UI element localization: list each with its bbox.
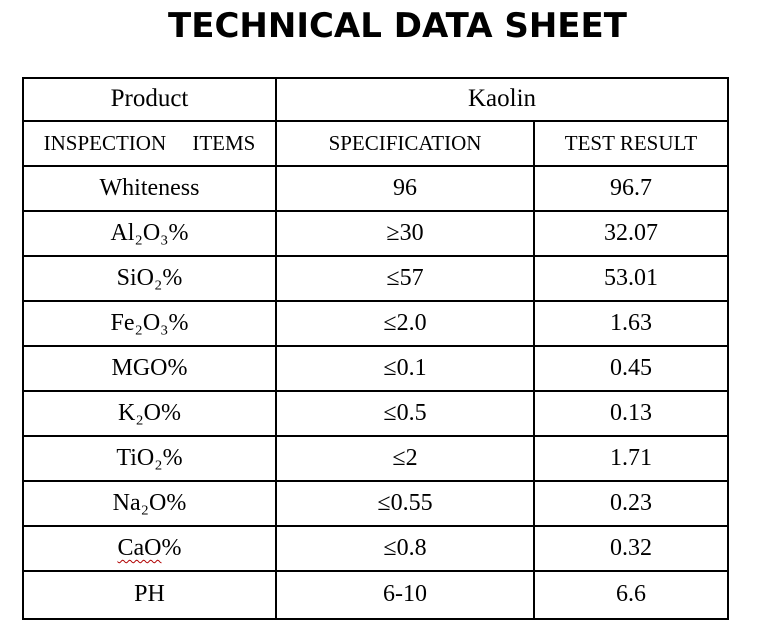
item-cell: Na₂O% — [22, 479, 277, 527]
column-header-inspection-items: INSPECTION ITEMS — [22, 119, 277, 167]
result-cell: 32.07 — [532, 209, 730, 257]
item-cell: Al₂O₃% — [22, 209, 277, 257]
spec-cell: ≤0.55 — [275, 479, 535, 527]
item-cell: Fe₂O₃% — [22, 299, 277, 347]
table-row-na2o: Na₂O% ≤0.55 0.23 — [22, 479, 730, 527]
result-cell: 6.6 — [532, 569, 730, 620]
item-cell: SiO₂% — [22, 254, 277, 302]
table-row-k2o: K₂O% ≤0.5 0.13 — [22, 389, 730, 437]
item-cell: CaO% — [22, 524, 277, 572]
spec-cell: 96 — [275, 164, 535, 212]
item-suffix: % — [161, 534, 182, 561]
spec-cell: ≤57 — [275, 254, 535, 302]
column-header-test-result: TEST RESULT — [532, 119, 730, 167]
product-value-cell: Kaolin — [274, 76, 730, 122]
result-cell: 1.63 — [532, 299, 730, 347]
item-cell: MGO% — [22, 344, 277, 392]
table-row-tio2: TiO₂% ≤2 1.71 — [22, 434, 730, 482]
column-header-row: INSPECTION ITEMS SPECIFICATION TEST RESU… — [22, 119, 730, 167]
table-row-fe2o3: Fe₂O₃% ≤2.0 1.63 — [22, 299, 730, 347]
result-cell: 96.7 — [532, 164, 730, 212]
result-cell: 1.71 — [532, 434, 730, 482]
spec-cell: 6-10 — [275, 569, 535, 620]
item-cell: PH — [22, 569, 277, 620]
item-cell: K₂O% — [22, 389, 277, 437]
table-row-whiteness: Whiteness 96 96.7 — [22, 164, 730, 212]
page-title: TECHNICAL DATA SHEET — [168, 6, 627, 46]
spec-cell: ≤0.8 — [275, 524, 535, 572]
result-cell: 53.01 — [532, 254, 730, 302]
result-cell: 0.13 — [532, 389, 730, 437]
result-cell: 0.23 — [532, 479, 730, 527]
item-cell: TiO₂% — [22, 434, 277, 482]
product-label-cell: Product — [22, 76, 277, 122]
table-row-mgo: MGO% ≤0.1 0.45 — [22, 344, 730, 392]
spec-cell: ≤2.0 — [275, 299, 535, 347]
column-header-specification: SPECIFICATION — [275, 119, 535, 167]
spec-cell: ≤2 — [275, 434, 535, 482]
table-row-cao: CaO% ≤0.8 0.32 — [22, 524, 730, 572]
item-cell: Whiteness — [22, 164, 277, 212]
spellcheck-underlined-text: CaO — [117, 534, 162, 561]
result-cell: 0.45 — [532, 344, 730, 392]
spec-cell: ≤0.5 — [275, 389, 535, 437]
spec-cell: ≤0.1 — [275, 344, 535, 392]
spec-cell: ≥30 — [275, 209, 535, 257]
table-row-sio2: SiO₂% ≤57 53.01 — [22, 254, 730, 302]
table-row-ph: PH 6-10 6.6 — [22, 569, 730, 620]
result-cell: 0.32 — [532, 524, 730, 572]
data-table: Product Kaolin INSPECTION ITEMS SPECIFIC… — [22, 76, 730, 620]
product-row: Product Kaolin — [22, 76, 730, 122]
table-row-al2o3: Al₂O₃% ≥30 32.07 — [22, 209, 730, 257]
